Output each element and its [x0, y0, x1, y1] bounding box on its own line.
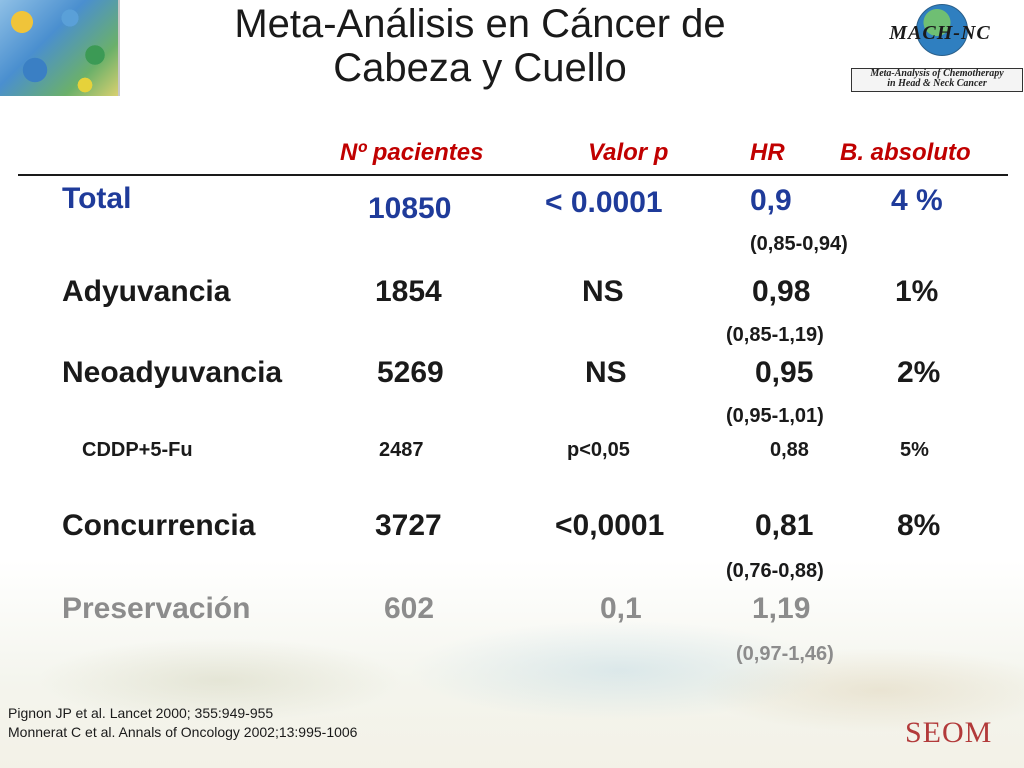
- row-label: Adyuvancia: [62, 275, 231, 308]
- mosaic-decoration: [0, 0, 120, 96]
- row-patients: 602: [384, 592, 435, 625]
- slide-title: Meta-Análisis en Cáncer de Cabeza y Cuel…: [120, 2, 840, 90]
- mach-nc-logo: MACH-NC: [870, 4, 1010, 64]
- row-benefit: 1%: [895, 275, 939, 308]
- header-absolute-benefit: B. absoluto: [840, 139, 971, 166]
- logo-caption-line-1: Meta-Analysis of Chemotherapy: [870, 68, 1004, 79]
- title-line-2: Cabeza y Cuello: [333, 46, 627, 90]
- logo-caption-line-2: in Head & Neck Cancer: [887, 78, 987, 89]
- row-hr: 0,81: [755, 509, 814, 542]
- row-label: Total: [62, 182, 132, 215]
- row-hr: 1,19: [752, 592, 811, 625]
- row-hr: 0,98: [752, 275, 811, 308]
- row-patients: 2487: [379, 439, 424, 461]
- row-hr: 0,95: [755, 356, 814, 389]
- row-patients: 10850: [368, 192, 452, 225]
- logo-mark: MACH-NC: [889, 22, 991, 44]
- row-benefit: 2%: [897, 356, 941, 389]
- globe-icon: [916, 4, 968, 56]
- row-p-value: 0,1: [600, 592, 642, 625]
- row-ci: (0,95-1,01): [726, 405, 824, 427]
- seom-logo: SEOM: [905, 716, 993, 749]
- row-label: Neoadyuvancia: [62, 356, 283, 389]
- row-p-value: NS: [585, 356, 627, 389]
- reference-2: Monnerat C et al. Annals of Oncology 200…: [8, 724, 358, 740]
- row-p-value: p<0,05: [567, 439, 630, 461]
- row-label: CDDP+5-Fu: [82, 439, 193, 461]
- row-benefit: 5%: [900, 439, 929, 461]
- row-patients: 3727: [375, 509, 442, 542]
- row-ci: (0,76-0,88): [726, 560, 824, 582]
- row-p-value: < 0.0001: [545, 186, 663, 219]
- row-benefit: 4 %: [891, 184, 943, 217]
- row-p-value: NS: [582, 275, 624, 308]
- row-label: Concurrencia: [62, 509, 256, 542]
- row-patients: 1854: [375, 275, 442, 308]
- row-patients: 5269: [377, 356, 444, 389]
- row-p-value: <0,0001: [555, 509, 665, 542]
- header-p-value: Valor p: [588, 139, 669, 166]
- row-ci: (0,85-0,94): [750, 233, 848, 255]
- row-hr: 0,9: [750, 184, 792, 217]
- header-patients: Nº pacientes: [340, 139, 484, 166]
- row-ci: (0,85-1,19): [726, 324, 824, 346]
- reference-1: Pignon JP et al. Lancet 2000; 355:949-95…: [8, 705, 274, 721]
- header-divider: [18, 174, 1008, 176]
- row-ci: (0,97-1,46): [736, 643, 834, 665]
- row-label: Preservación: [62, 592, 251, 625]
- title-line-1: Meta-Análisis en Cáncer de: [234, 2, 726, 46]
- row-benefit: 8%: [897, 509, 941, 542]
- header-hr: HR: [750, 139, 785, 166]
- row-hr: 0,88: [770, 439, 809, 461]
- logo-caption: Meta-Analysis of Chemotherapy in Head & …: [851, 68, 1023, 92]
- background-mosaic: [0, 560, 1024, 768]
